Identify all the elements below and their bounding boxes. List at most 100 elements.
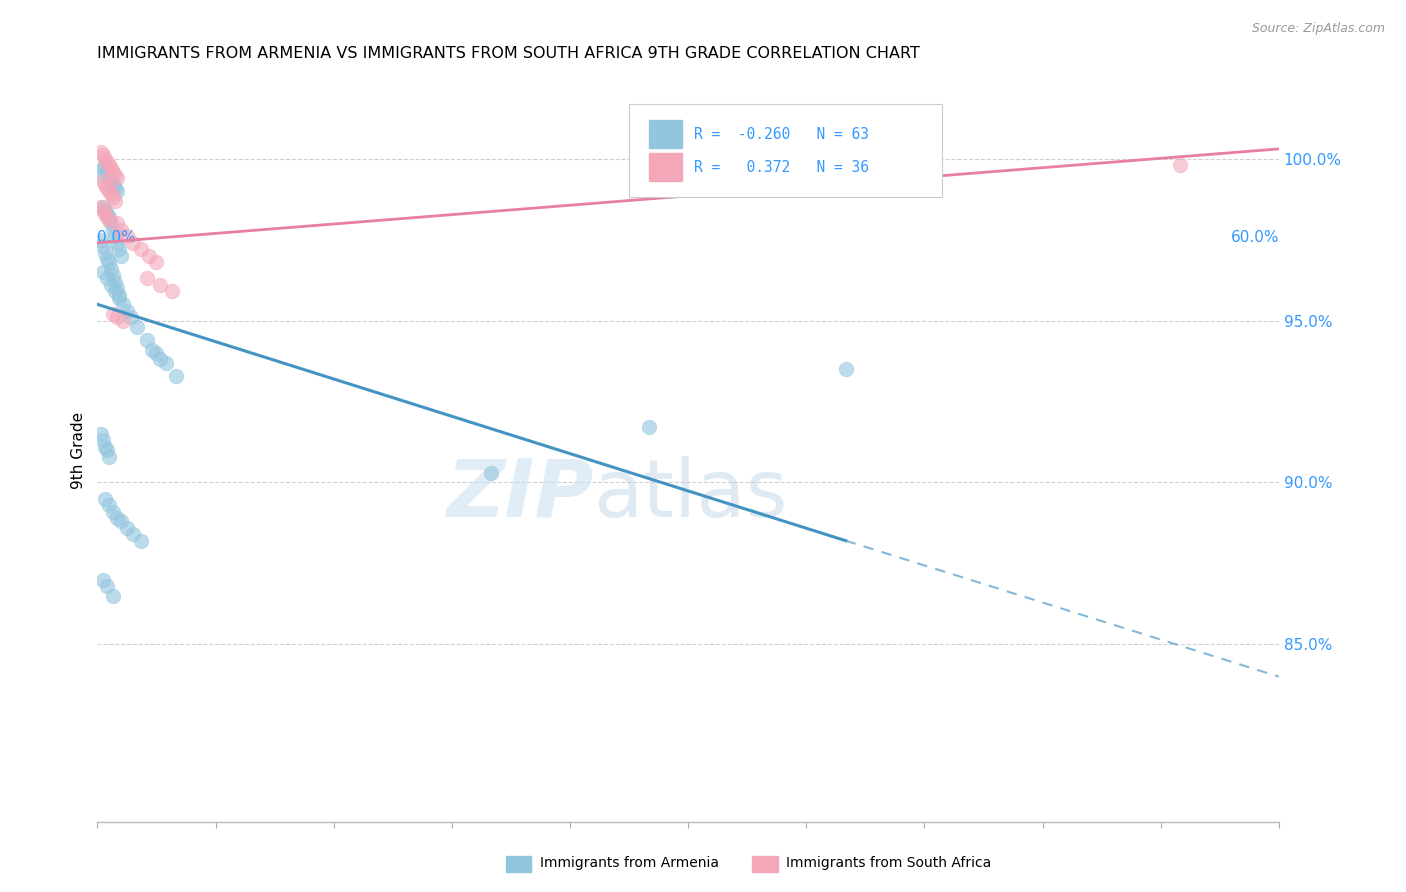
- Point: [108, 242, 131, 256]
- Point: [1170, 158, 1192, 172]
- Point: [105, 216, 128, 230]
- Point: [104, 285, 127, 299]
- Point: [115, 303, 138, 318]
- Point: [914, 148, 936, 162]
- Point: [138, 249, 160, 263]
- Point: [111, 313, 134, 327]
- Point: [115, 521, 138, 535]
- Point: [101, 307, 124, 321]
- Y-axis label: 9th Grade: 9th Grade: [72, 411, 86, 489]
- Point: [141, 343, 163, 357]
- Point: [104, 168, 127, 182]
- Point: [101, 589, 124, 603]
- Point: [91, 434, 114, 448]
- Point: [94, 178, 117, 192]
- Point: [91, 161, 114, 176]
- Point: [96, 164, 118, 178]
- Point: [110, 223, 132, 237]
- Point: [108, 291, 131, 305]
- Point: [637, 420, 659, 434]
- Point: [96, 443, 118, 458]
- Point: [100, 161, 122, 176]
- Point: [108, 287, 131, 301]
- Point: [145, 346, 167, 360]
- Point: [91, 239, 114, 253]
- Point: [101, 178, 124, 192]
- Point: [101, 190, 124, 204]
- Point: [98, 450, 121, 464]
- Point: [105, 235, 128, 250]
- Point: [98, 255, 121, 269]
- Text: R =   0.372   N = 36: R = 0.372 N = 36: [695, 160, 869, 175]
- Point: [104, 194, 127, 208]
- Point: [101, 223, 124, 237]
- Text: IMMIGRANTS FROM ARMENIA VS IMMIGRANTS FROM SOUTH AFRICA 9TH GRADE CORRELATION CH: IMMIGRANTS FROM ARMENIA VS IMMIGRANTS FR…: [97, 46, 920, 62]
- Point: [145, 255, 167, 269]
- Point: [125, 320, 148, 334]
- Point: [149, 352, 172, 367]
- Text: R =  -0.260   N = 63: R = -0.260 N = 63: [695, 127, 869, 142]
- Point: [98, 210, 121, 224]
- Point: [91, 265, 114, 279]
- FancyBboxPatch shape: [650, 120, 682, 148]
- Point: [121, 527, 143, 541]
- Point: [90, 200, 112, 214]
- Point: [111, 297, 134, 311]
- Point: [110, 249, 132, 263]
- Point: [834, 362, 856, 376]
- Point: [105, 511, 128, 525]
- Point: [479, 466, 502, 480]
- Text: 0.0%: 0.0%: [97, 230, 136, 245]
- Point: [115, 229, 138, 244]
- Point: [105, 281, 128, 295]
- Point: [91, 200, 114, 214]
- Point: [94, 158, 117, 172]
- Point: [90, 145, 112, 160]
- Point: [96, 271, 118, 285]
- Point: [96, 207, 118, 221]
- Point: [135, 271, 157, 285]
- Point: [91, 174, 114, 188]
- Point: [94, 152, 117, 166]
- Point: [94, 245, 117, 260]
- Point: [90, 233, 112, 247]
- Point: [96, 579, 118, 593]
- Point: [149, 277, 172, 292]
- Point: [96, 210, 118, 224]
- Point: [121, 235, 143, 250]
- Point: [104, 275, 127, 289]
- Point: [96, 154, 118, 169]
- Text: ZIP: ZIP: [446, 456, 593, 533]
- Point: [101, 504, 124, 518]
- Point: [94, 203, 117, 218]
- Point: [165, 368, 187, 383]
- Point: [101, 268, 124, 282]
- Point: [100, 216, 122, 230]
- Text: 60.0%: 60.0%: [1230, 230, 1279, 245]
- Point: [98, 171, 121, 186]
- Point: [105, 310, 128, 325]
- Point: [98, 213, 121, 227]
- Point: [105, 184, 128, 198]
- Point: [90, 168, 112, 182]
- Point: [91, 203, 114, 218]
- Point: [155, 356, 177, 370]
- Point: [94, 440, 117, 454]
- Point: [105, 171, 128, 186]
- Point: [100, 174, 122, 188]
- Point: [101, 164, 124, 178]
- FancyBboxPatch shape: [628, 103, 942, 197]
- Point: [96, 252, 118, 266]
- Point: [98, 498, 121, 512]
- Text: Source: ZipAtlas.com: Source: ZipAtlas.com: [1251, 22, 1385, 36]
- Point: [129, 242, 152, 256]
- Text: Immigrants from South Africa: Immigrants from South Africa: [786, 856, 991, 871]
- FancyBboxPatch shape: [650, 153, 682, 181]
- Point: [104, 229, 127, 244]
- Point: [91, 573, 114, 587]
- Text: Immigrants from Armenia: Immigrants from Armenia: [540, 856, 718, 871]
- Point: [120, 310, 142, 325]
- Point: [90, 426, 112, 441]
- Point: [94, 491, 117, 506]
- Point: [110, 514, 132, 528]
